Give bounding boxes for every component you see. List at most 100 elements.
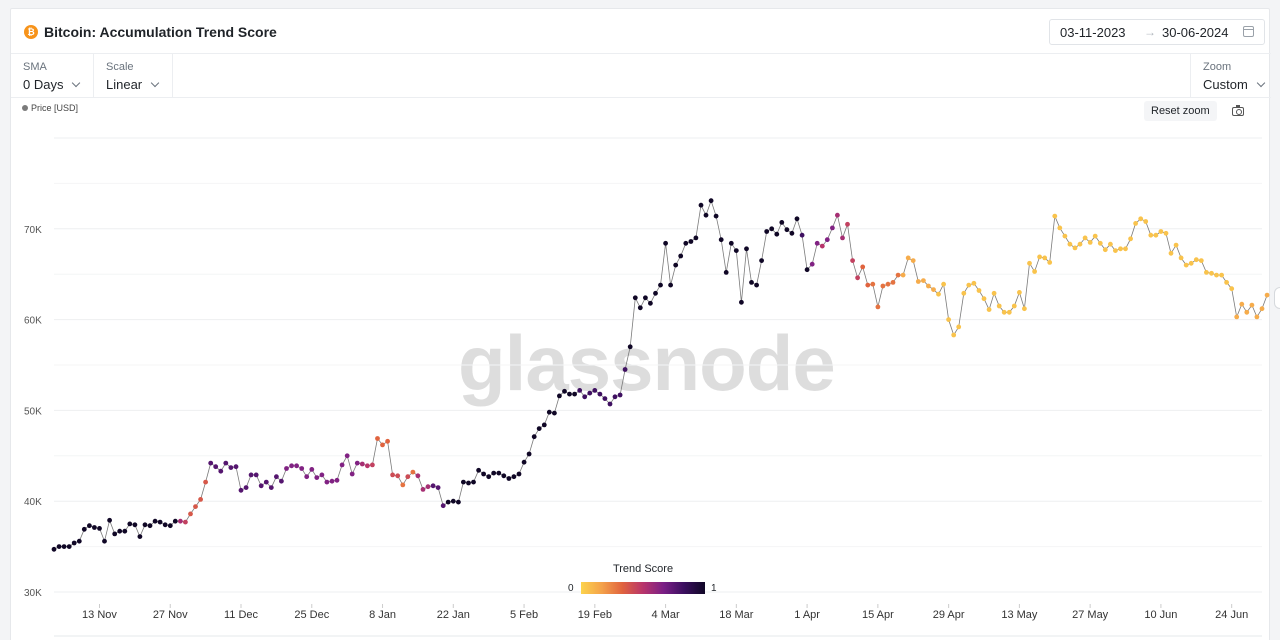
price-point <box>784 227 790 233</box>
price-point <box>733 248 739 254</box>
price-point <box>956 324 962 330</box>
price-point <box>1072 245 1078 251</box>
price-point <box>779 220 785 225</box>
zoom-select[interactable]: Zoom Custom <box>1190 54 1271 98</box>
date-end-input[interactable]: 30-06-2024 <box>1162 25 1229 40</box>
price-point <box>354 460 360 466</box>
price-point <box>713 213 719 219</box>
x-tick-label: 24 Jun <box>1215 609 1248 621</box>
price-point <box>1148 232 1154 238</box>
price-point <box>1204 270 1209 275</box>
x-tick-label: 22 Jan <box>437 609 470 621</box>
colorbar-max-label: 1 <box>711 583 717 594</box>
price-point <box>1032 269 1037 274</box>
price-point <box>1173 242 1179 248</box>
price-point <box>794 216 800 222</box>
price-point <box>617 392 623 398</box>
zoom-value[interactable]: Custom <box>1203 77 1266 92</box>
price-point <box>243 485 249 490</box>
price-point <box>880 283 886 289</box>
x-tick-label: 18 Mar <box>719 609 754 621</box>
x-tick-label: 15 Apr <box>862 609 894 621</box>
price-point <box>66 544 72 549</box>
price-point <box>567 391 572 397</box>
y-tick-label: 70K <box>24 225 42 236</box>
calendar-icon[interactable] <box>1243 26 1254 37</box>
price-point <box>122 528 128 534</box>
price-point <box>1178 255 1184 261</box>
price-point <box>526 451 532 457</box>
price-point <box>1244 309 1250 315</box>
price-point <box>1052 213 1058 219</box>
price-point <box>279 478 284 484</box>
price-point <box>223 460 229 466</box>
price-point <box>703 212 709 218</box>
price-point <box>258 483 264 489</box>
price-point <box>648 300 653 306</box>
reset-zoom-button[interactable]: Reset zoom <box>1144 101 1217 121</box>
x-tick-label: 13 Nov <box>82 609 117 621</box>
price-point <box>749 280 754 285</box>
x-tick-label: 5 Feb <box>510 609 538 621</box>
legend-item-price[interactable]: Price [USD] <box>22 103 78 113</box>
price-point <box>213 464 219 470</box>
x-tick-label: 29 Apr <box>933 609 965 621</box>
price-point <box>1113 248 1118 254</box>
price-point <box>961 290 967 296</box>
price-point <box>1254 314 1260 320</box>
price-point <box>991 290 997 296</box>
price-point <box>506 476 512 481</box>
price-point <box>365 463 370 469</box>
bitcoin-icon: ₿ <box>24 25 38 39</box>
price-point <box>1259 306 1265 312</box>
price-point <box>536 426 542 431</box>
price-point <box>1097 240 1103 246</box>
x-tick-label: 13 May <box>1001 609 1038 621</box>
price-point <box>481 471 486 477</box>
price-point <box>976 288 982 293</box>
price-point <box>486 474 492 480</box>
price-point <box>1229 286 1235 292</box>
date-range-picker[interactable]: 03-11-2023 → 30-06-2024 <box>1049 19 1265 45</box>
price-point <box>400 482 406 488</box>
price-point <box>936 291 941 297</box>
price-point <box>1017 290 1022 295</box>
zoom-label: Zoom <box>1203 61 1232 73</box>
price-point <box>531 434 537 440</box>
sma-select[interactable]: SMA 0 Days <box>11 54 94 98</box>
camera-icon[interactable] <box>1232 104 1244 116</box>
price-point <box>643 295 648 301</box>
price-point <box>1057 225 1063 231</box>
price-point <box>152 518 158 524</box>
price-point <box>885 281 891 287</box>
price-point <box>996 303 1002 309</box>
price-point <box>905 255 911 261</box>
price-point <box>127 521 133 527</box>
price-point <box>445 499 451 505</box>
price-point <box>986 307 992 312</box>
price-point <box>370 462 375 468</box>
scale-value[interactable]: Linear <box>106 77 160 92</box>
price-point <box>915 279 921 284</box>
price-point <box>87 523 92 529</box>
price-point <box>390 472 395 478</box>
price-point <box>314 475 320 480</box>
price-point <box>1214 272 1219 278</box>
price-point <box>688 239 694 244</box>
price-point <box>450 498 456 504</box>
date-start-input[interactable]: 03-11-2023 <box>1060 25 1126 40</box>
sma-value[interactable]: 0 Days <box>23 77 81 92</box>
price-point <box>466 480 471 486</box>
price-point <box>1027 260 1032 266</box>
price-point <box>1193 257 1199 263</box>
side-panel-handle[interactable] <box>1274 287 1280 309</box>
price-point <box>193 504 198 509</box>
price-point <box>577 388 583 393</box>
price-point <box>921 278 926 283</box>
price-point <box>754 282 759 288</box>
price-point <box>51 546 57 552</box>
scale-select[interactable]: Scale Linear <box>94 54 173 98</box>
page-title: Bitcoin: Accumulation Trend Score <box>44 24 277 40</box>
price-point <box>592 388 598 393</box>
